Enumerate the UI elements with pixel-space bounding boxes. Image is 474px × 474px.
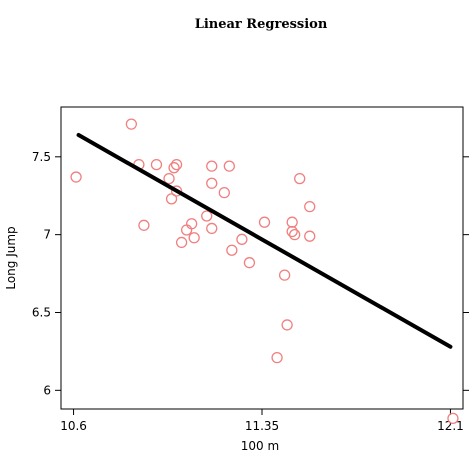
data-point: [278, 269, 291, 281]
x-tick-label: 11.35: [245, 419, 279, 433]
y-axis-label: Long Jump: [4, 226, 18, 289]
data-point: [125, 118, 138, 130]
data-point: [170, 185, 183, 197]
y-tick-label: 6.5: [32, 305, 51, 319]
data-point: [271, 351, 283, 364]
data-point: [289, 228, 301, 241]
y-tick-label: 6: [43, 383, 51, 397]
data-point: [188, 232, 200, 244]
data-point: [150, 158, 163, 171]
data-point: [206, 160, 218, 172]
y-tick-label: 7: [43, 228, 51, 242]
data-point: [304, 230, 316, 242]
data-point: [304, 200, 316, 213]
data-point: [447, 412, 459, 424]
data-point: [168, 162, 180, 174]
data-point: [70, 171, 82, 183]
x-tick-label: 10.6: [60, 419, 87, 433]
data-point: [170, 158, 183, 171]
data-point: [206, 222, 218, 235]
data-point: [165, 193, 178, 205]
data-point: [236, 233, 248, 245]
data-point: [218, 186, 230, 199]
data-point: [185, 218, 198, 230]
data-point: [201, 210, 213, 222]
x-tick-label: 12.1: [437, 419, 464, 433]
data-point: [163, 172, 175, 185]
axis-ticks: 10.6 11.35 12.1 6 6.5 7 7.5: [32, 150, 469, 433]
data-point: [243, 257, 256, 269]
scatter-points: [70, 118, 459, 424]
data-point: [175, 236, 188, 249]
y-tick-label: 7.5: [32, 150, 51, 164]
data-point: [258, 216, 271, 228]
regression-line: [76, 133, 453, 349]
data-point: [206, 177, 218, 189]
data-point: [281, 319, 293, 331]
data-point: [294, 172, 306, 185]
regression-line-group: [76, 133, 453, 349]
data-point: [138, 219, 150, 231]
data-point: [223, 160, 235, 172]
data-point: [226, 244, 238, 256]
data-point: [286, 216, 298, 228]
chart-title: Linear Regression: [195, 17, 328, 32]
data-point: [286, 225, 298, 238]
x-axis-label: 100 m: [241, 439, 279, 453]
